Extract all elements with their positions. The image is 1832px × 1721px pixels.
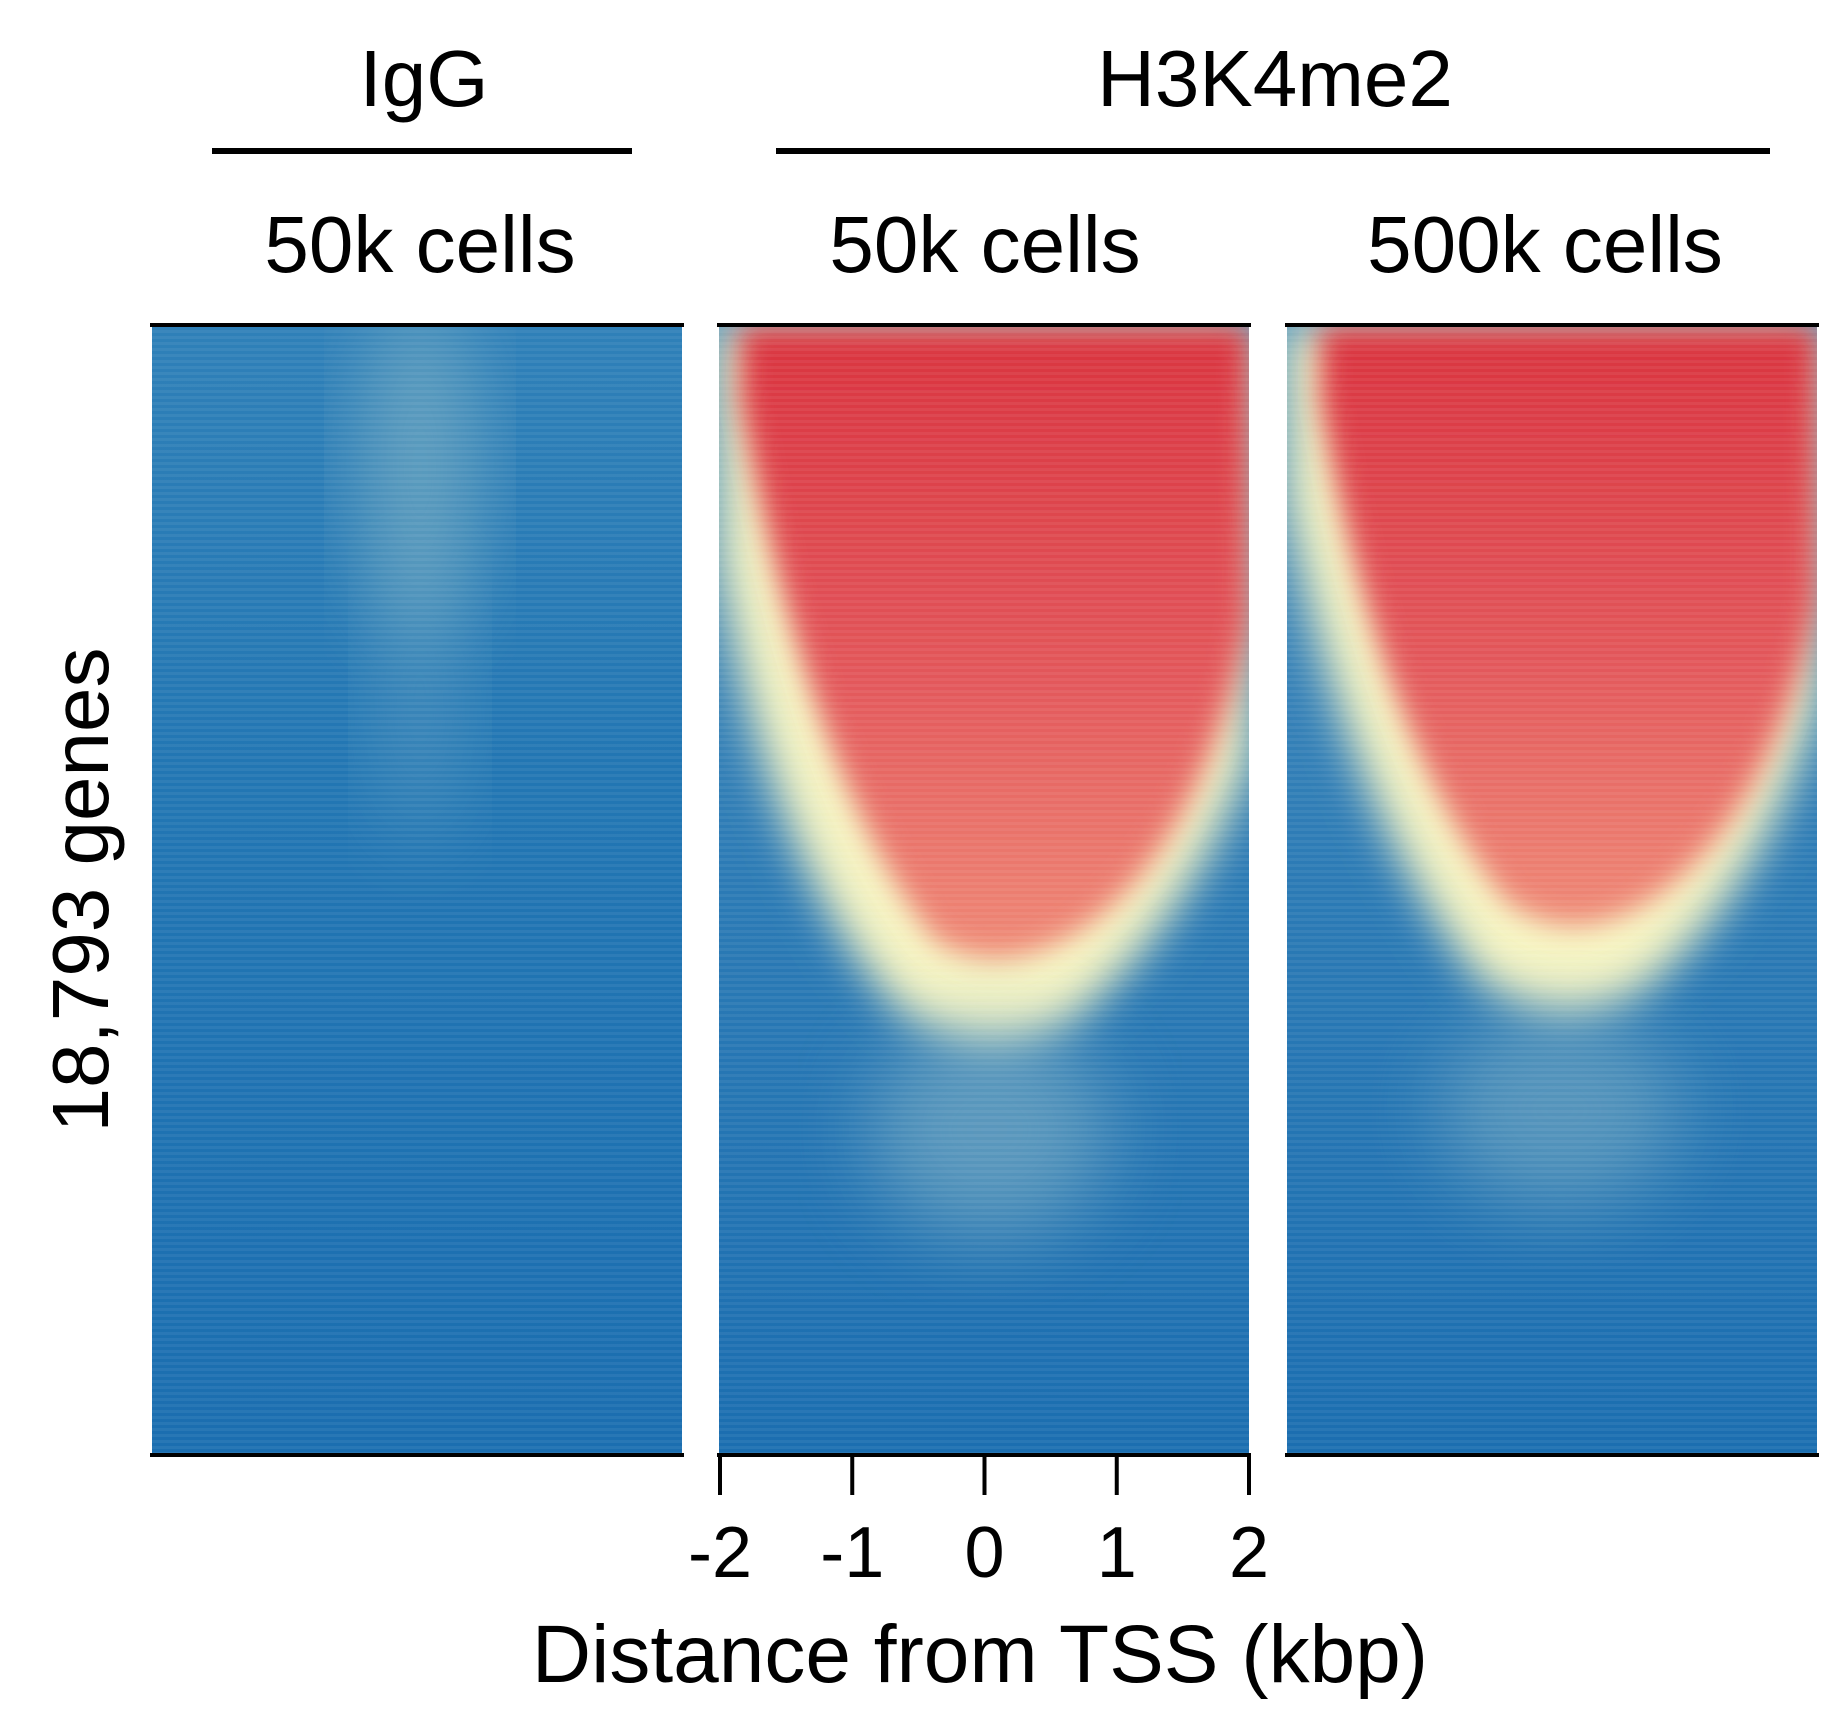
- y-axis-label: 18,793 genes: [36, 648, 125, 1133]
- x-axis: -2 -1 0 1 2: [688, 1453, 1269, 1593]
- heatmap-panel-igg-50k: [152, 326, 682, 1454]
- x-tick-label: 1: [1097, 1513, 1137, 1593]
- panel-label-h3k4me2-500k: 500k cells: [1367, 200, 1723, 289]
- panel-label-igg-50k: 50k cells: [264, 200, 575, 289]
- x-tick-label: -1: [820, 1513, 884, 1593]
- heatmap-panel-h3k4me2-500k: [1287, 326, 1817, 1454]
- x-tick-label: -2: [688, 1513, 752, 1593]
- group-label-igg: IgG: [360, 34, 489, 123]
- x-tick-label: 0: [964, 1513, 1004, 1593]
- heatmap-panel-h3k4me2-50k: [719, 326, 1249, 1454]
- panel-label-h3k4me2-50k: 50k cells: [829, 200, 1140, 289]
- x-tick-label: 2: [1229, 1513, 1269, 1593]
- group-label-h3k4me2: H3K4me2: [1097, 34, 1453, 123]
- x-axis-label: Distance from TSS (kbp): [532, 1609, 1428, 1700]
